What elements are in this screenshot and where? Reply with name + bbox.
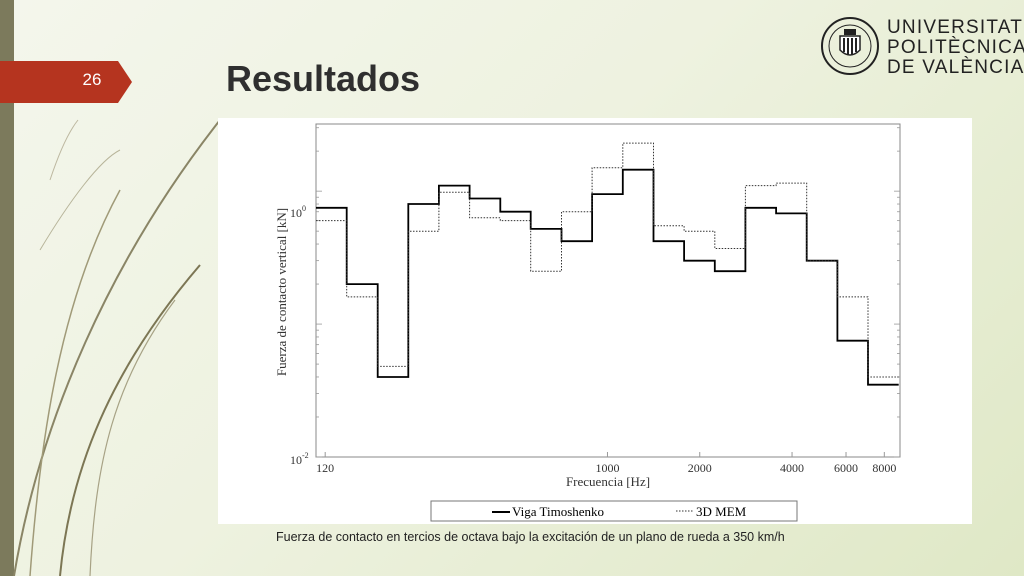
left-accent-bar [0, 0, 14, 576]
university-name: UNIVERSITAT POLITÈCNICA DE VALÈNCIA [887, 18, 1024, 78]
x-tick-label-2000: 2000 [688, 461, 712, 475]
legend-label-viga: Viga Timoshenko [512, 504, 604, 519]
y-tick-labels: 100 10-2 [290, 204, 309, 467]
page-title: Resultados [226, 58, 421, 99]
x-tick-label-120: 120 [316, 461, 334, 475]
contact-force-chart: 120 1000 2000 4000 6000 8000 100 10-2 Fuerza … [274, 123, 901, 522]
legend-box [430, 500, 798, 522]
x-tick-label-6000: 6000 [834, 461, 858, 475]
logo-line-3: DE VALÈNCIA [887, 57, 1024, 78]
plot-frame [315, 123, 901, 458]
series-line-viga-timoshenko [316, 168, 899, 386]
logo-line-1: UNIVERSITAT [887, 17, 1024, 38]
y-tick-label-1e0: 100 [290, 204, 306, 220]
x-axis-label: Frecuencia [Hz] [566, 474, 650, 489]
series-lines [316, 142, 899, 386]
x-tick-label-4000: 4000 [780, 461, 804, 475]
x-tick-labels: 120 1000 2000 4000 6000 8000 [316, 452, 896, 475]
minor-ticks [316, 127, 900, 458]
x-tick-label-8000: 8000 [872, 461, 896, 475]
figure-caption: Fuerza de contacto en tercios de octava … [276, 530, 785, 544]
logo-line-2: POLITÈCNICA [887, 37, 1024, 58]
x-tick-label-1000: 1000 [595, 461, 619, 475]
chart-panel: 120 1000 2000 4000 6000 8000 100 10-2 Fuerza … [218, 118, 972, 524]
legend: Viga Timoshenko 3D MEM [430, 500, 798, 522]
series-line-3d-mem [316, 142, 899, 378]
university-seal-logo [821, 17, 879, 75]
y-tick-label-1e-2: 10-2 [290, 451, 309, 467]
decorative-curves [13, 119, 221, 576]
slide-number-badge [0, 61, 132, 103]
slide-number: 26 [82, 70, 102, 89]
y-axis-label: Fuerza de contacto vertical [kN] [274, 208, 289, 376]
legend-label-mem: 3D MEM [696, 504, 747, 519]
